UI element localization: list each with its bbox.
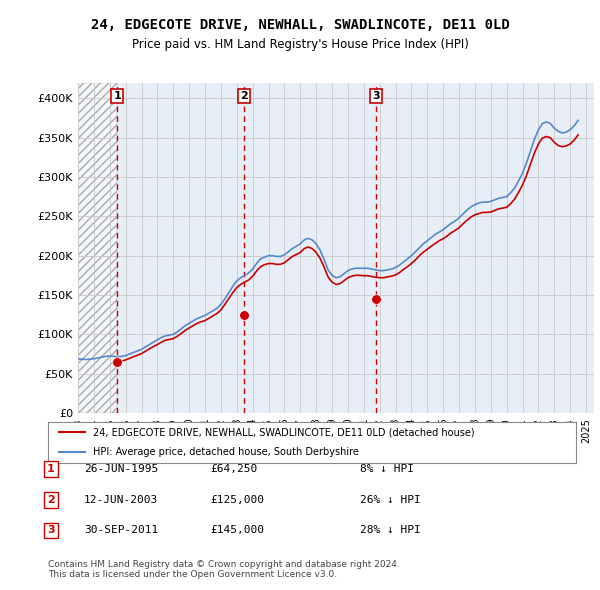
Text: 1: 1	[47, 464, 55, 474]
Text: 2: 2	[240, 91, 248, 101]
Bar	[78, 83, 118, 413]
Text: 24, EDGECOTE DRIVE, NEWHALL, SWADLINCOTE, DE11 0LD (detached house): 24, EDGECOTE DRIVE, NEWHALL, SWADLINCOTE…	[93, 427, 475, 437]
Text: Price paid vs. HM Land Registry's House Price Index (HPI): Price paid vs. HM Land Registry's House …	[131, 38, 469, 51]
Text: £145,000: £145,000	[210, 526, 264, 535]
Text: 3: 3	[47, 526, 55, 535]
Text: 8% ↓ HPI: 8% ↓ HPI	[360, 464, 414, 474]
Text: 26% ↓ HPI: 26% ↓ HPI	[360, 495, 421, 504]
Text: 30-SEP-2011: 30-SEP-2011	[84, 526, 158, 535]
Text: 1: 1	[113, 91, 121, 101]
Text: 26-JUN-1995: 26-JUN-1995	[84, 464, 158, 474]
Text: HPI: Average price, detached house, South Derbyshire: HPI: Average price, detached house, Sout…	[93, 447, 359, 457]
Text: £125,000: £125,000	[210, 495, 264, 504]
Text: £64,250: £64,250	[210, 464, 257, 474]
Text: 28% ↓ HPI: 28% ↓ HPI	[360, 526, 421, 535]
Text: 3: 3	[372, 91, 380, 101]
Text: 2: 2	[47, 495, 55, 504]
Text: Contains HM Land Registry data © Crown copyright and database right 2024.
This d: Contains HM Land Registry data © Crown c…	[48, 560, 400, 579]
Bar	[78, 83, 118, 413]
Text: 12-JUN-2003: 12-JUN-2003	[84, 495, 158, 504]
Text: 24, EDGECOTE DRIVE, NEWHALL, SWADLINCOTE, DE11 0LD: 24, EDGECOTE DRIVE, NEWHALL, SWADLINCOTE…	[91, 18, 509, 32]
